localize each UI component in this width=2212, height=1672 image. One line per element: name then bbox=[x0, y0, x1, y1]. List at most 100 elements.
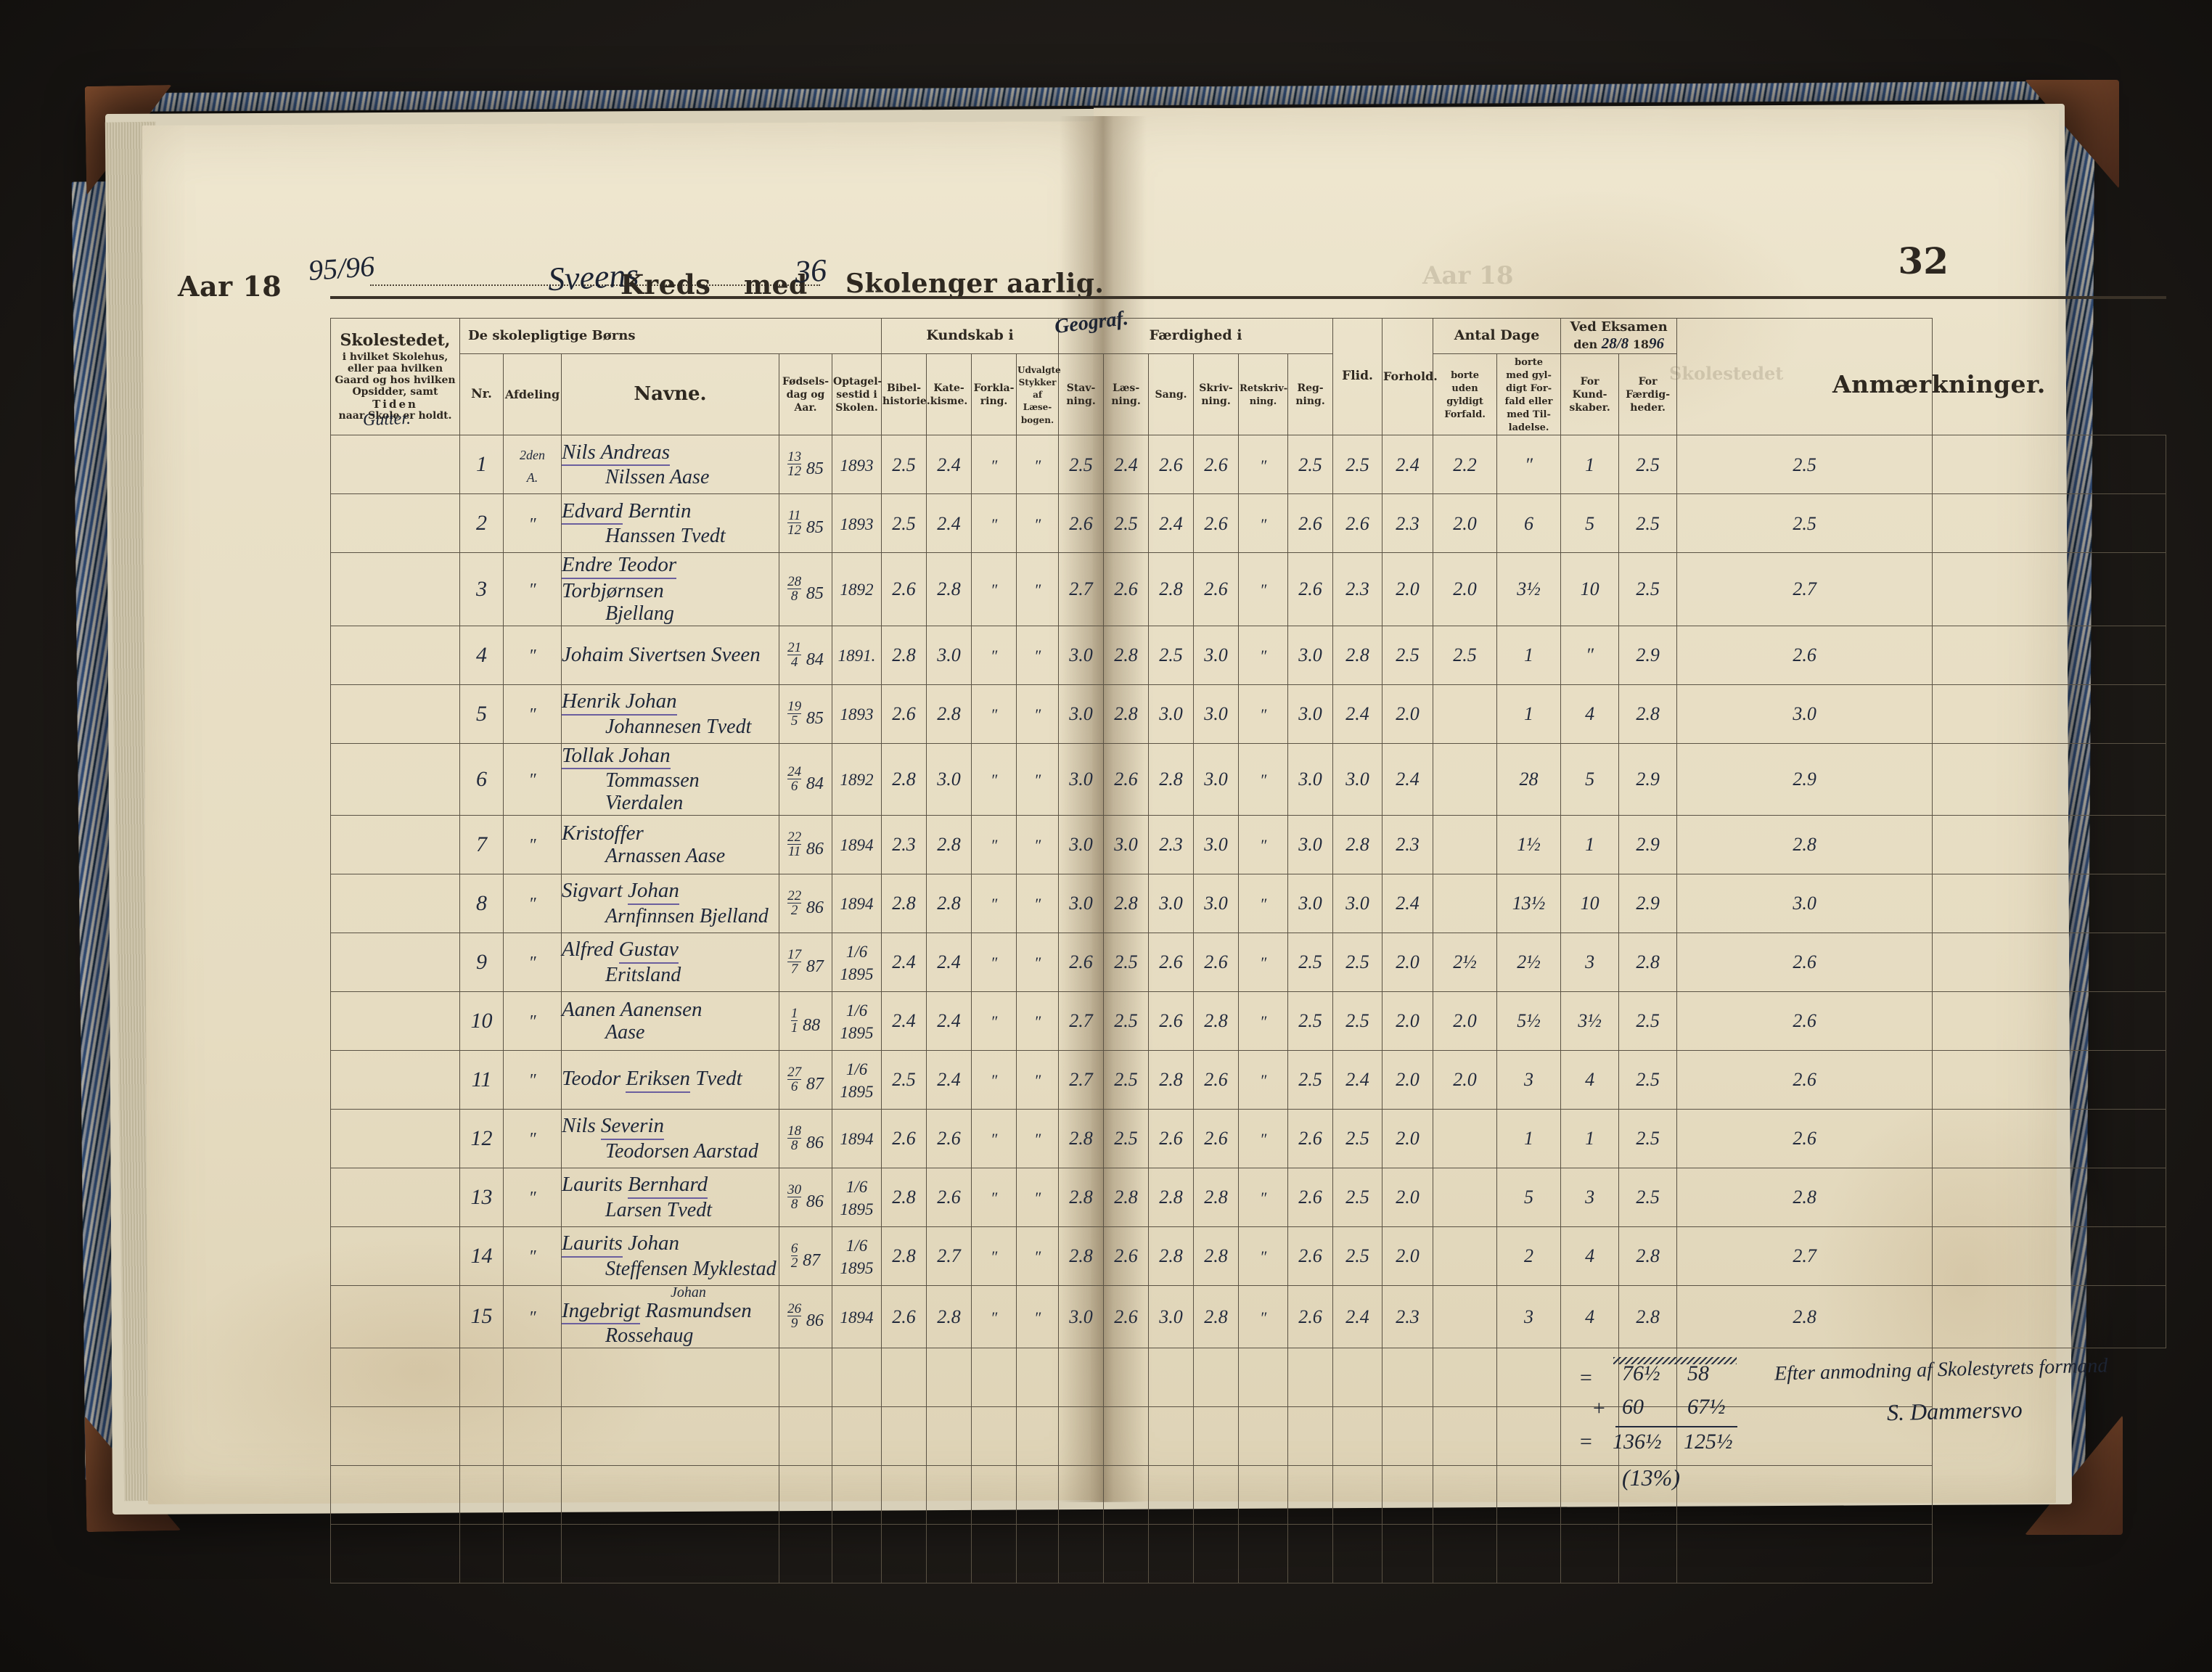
cell-eksamen-faerdigheder: 2.6 bbox=[1676, 1108, 1933, 1168]
header-children-group-label: De skolepligtige Børns bbox=[468, 327, 636, 343]
cell-eksamen-faerdigheder: 2.7 bbox=[1676, 552, 1933, 626]
cell-kundskab-2: ″ bbox=[971, 1284, 1017, 1348]
cell-anmaerkninger bbox=[1932, 742, 2166, 816]
cell-faerdighed-4: ″ bbox=[1238, 742, 1289, 816]
cell-faerdighed-1: 2.6 bbox=[1103, 552, 1150, 626]
cell-skolested bbox=[330, 932, 460, 992]
cell-afdeling: ″ bbox=[503, 493, 562, 554]
cell-navne: Endre Teodor Torbjørnsen Bjellang bbox=[561, 552, 779, 626]
cell-empty bbox=[1618, 1406, 1678, 1466]
cell-eksamen-kundskaber: 2.5 bbox=[1618, 1108, 1678, 1168]
cell-anmaerkninger bbox=[1932, 1284, 2166, 1348]
cell-kundskab-1: 2.8 bbox=[926, 1284, 972, 1348]
cell-empty bbox=[1287, 1406, 1334, 1466]
summary-line1-b: 58 bbox=[1687, 1361, 1709, 1385]
cell-flid: 2.4 bbox=[1332, 1284, 1383, 1348]
cell-kundskab-1: 2.4 bbox=[926, 1049, 972, 1110]
cell-empty bbox=[1332, 1347, 1383, 1407]
cell-dage-extra: 3 bbox=[1560, 1167, 1620, 1227]
cell-eksamen-faerdigheder: 2.6 bbox=[1676, 625, 1933, 685]
table-row: 4 ″ Johaim Sivertsen Sveen 21 4 84 1891. 2.8 3.… bbox=[330, 625, 2166, 685]
cell-faerdighed-4: ″ bbox=[1238, 625, 1289, 685]
cell-nr: 9 bbox=[459, 932, 504, 992]
table-row: 10 ″ Aanen Aanensen Aase 1 1 88 1/6 1895 2.4 2.4… bbox=[330, 991, 2166, 1051]
cell-faerdighed-5: 2.6 bbox=[1287, 1284, 1334, 1348]
cell-afdeling: ″ bbox=[503, 1226, 562, 1286]
cell-flid: 3.0 bbox=[1332, 873, 1383, 933]
cell-borte-med-gyldigt: 1 bbox=[1496, 625, 1562, 685]
cell-empty bbox=[971, 1406, 1017, 1466]
cell-eksamen-faerdigheder: 2.5 bbox=[1676, 435, 1933, 495]
cell-faerdighed-1: 2.8 bbox=[1103, 625, 1150, 685]
header-forhold-label: Forhold. bbox=[1383, 369, 1438, 384]
cell-kundskab-2: ″ bbox=[971, 625, 1017, 685]
header-anmaerkninger bbox=[1676, 317, 1933, 436]
cell-nr: 2 bbox=[459, 493, 504, 554]
cell-eksamen-kundskaber: 2.8 bbox=[1618, 684, 1678, 744]
cell-empty bbox=[1618, 1464, 1678, 1525]
cell-kundskab-0: 2.6 bbox=[881, 1108, 927, 1168]
cell-optagelsestid: 1894 bbox=[831, 814, 882, 874]
cell-kundskab-3: ″ bbox=[1016, 1108, 1060, 1168]
cell-skolested bbox=[330, 1108, 460, 1168]
cell-fodselsdag: 22 2 86 bbox=[779, 873, 832, 933]
cell-dage-extra: 5 bbox=[1560, 493, 1620, 554]
cell-borte-med-gyldigt: 2½ bbox=[1496, 932, 1562, 992]
header-forklaring-label: Forkla- ring. bbox=[973, 382, 1015, 407]
cell-kundskab-0: 2.6 bbox=[881, 1284, 927, 1348]
cell-fodselsdag: 24 6 84 bbox=[779, 742, 832, 816]
cell-kundskab-0: 2.4 bbox=[881, 991, 927, 1051]
summary-rule bbox=[1615, 1426, 1737, 1427]
cell-empty bbox=[1016, 1347, 1060, 1407]
cell-faerdighed-3: 2.6 bbox=[1193, 932, 1240, 992]
cell-empty bbox=[1058, 1347, 1105, 1407]
header-borte-med-gyldigt: borte med gyl- digt For- fald eller med … bbox=[1496, 353, 1562, 436]
cell-eksamen-faerdigheder: 2.8 bbox=[1676, 814, 1933, 874]
cell-borte-uden-gyldigt bbox=[1433, 873, 1498, 933]
cell-faerdighed-2: 2.3 bbox=[1148, 814, 1195, 874]
cell-kundskab-2: ″ bbox=[971, 1167, 1017, 1227]
header-antal-dage-label: Antal Dage bbox=[1454, 327, 1540, 344]
cell-empty bbox=[459, 1523, 504, 1583]
cell-empty bbox=[1433, 1523, 1498, 1583]
cell-optagelsestid: 1/6 1895 bbox=[831, 991, 882, 1051]
cell-empty bbox=[503, 1464, 562, 1525]
cell-dage-extra: 4 bbox=[1560, 1284, 1620, 1348]
cell-skolested bbox=[330, 625, 460, 685]
cell-empty bbox=[779, 1523, 832, 1583]
cell-navne: Nils Severin Teodorsen Aarstad bbox=[561, 1108, 779, 1168]
cell-forhold: 2.3 bbox=[1382, 493, 1434, 554]
cell-empty bbox=[561, 1406, 779, 1466]
cell-eksamen-faerdigheder: 2.6 bbox=[1676, 1049, 1933, 1110]
cell-faerdighed-0: 2.7 bbox=[1058, 1049, 1105, 1110]
header-laesebogen: Udvalgte Stykker af Læse- bogen. bbox=[1016, 353, 1061, 436]
header-optagelsestid-label: Optagel- sestid i Skolen. bbox=[833, 375, 882, 414]
header-stavning: Stav- ning. bbox=[1058, 353, 1105, 436]
cell-borte-uden-gyldigt: 2.5 bbox=[1433, 625, 1498, 685]
header-stavning-label: Stav- ning. bbox=[1066, 382, 1096, 407]
cell-faerdighed-3: 3.0 bbox=[1193, 814, 1240, 874]
cell-optagelsestid: 1892 bbox=[831, 552, 882, 626]
cell-empty bbox=[1193, 1347, 1240, 1407]
cell-faerdighed-0: 2.8 bbox=[1058, 1226, 1105, 1286]
cell-empty bbox=[459, 1347, 504, 1407]
cell-nr: 8 bbox=[459, 873, 504, 933]
header-regning-label: Reg- ning. bbox=[1295, 382, 1325, 407]
cell-flid: 2.5 bbox=[1332, 435, 1383, 495]
cell-faerdighed-3: 3.0 bbox=[1193, 684, 1240, 744]
cell-faerdighed-5: 2.6 bbox=[1287, 1108, 1334, 1168]
cell-empty bbox=[1382, 1406, 1434, 1466]
note-signature: S. Dammersvo bbox=[1886, 1396, 2023, 1426]
cell-faerdighed-0: 3.0 bbox=[1058, 742, 1105, 816]
cell-faerdighed-4: ″ bbox=[1238, 552, 1289, 626]
cell-empty bbox=[831, 1406, 882, 1466]
cell-faerdighed-2: 2.8 bbox=[1148, 742, 1195, 816]
cell-faerdighed-1: 3.0 bbox=[1103, 814, 1150, 874]
cell-kundskab-3: ″ bbox=[1016, 435, 1060, 495]
cell-kundskab-0: 2.8 bbox=[881, 1167, 927, 1227]
cell-empty bbox=[459, 1464, 504, 1525]
cell-skolested bbox=[330, 1167, 460, 1227]
cell-empty bbox=[1148, 1406, 1195, 1466]
cell-nr: 7 bbox=[459, 814, 504, 874]
cell-skolested bbox=[330, 684, 460, 744]
